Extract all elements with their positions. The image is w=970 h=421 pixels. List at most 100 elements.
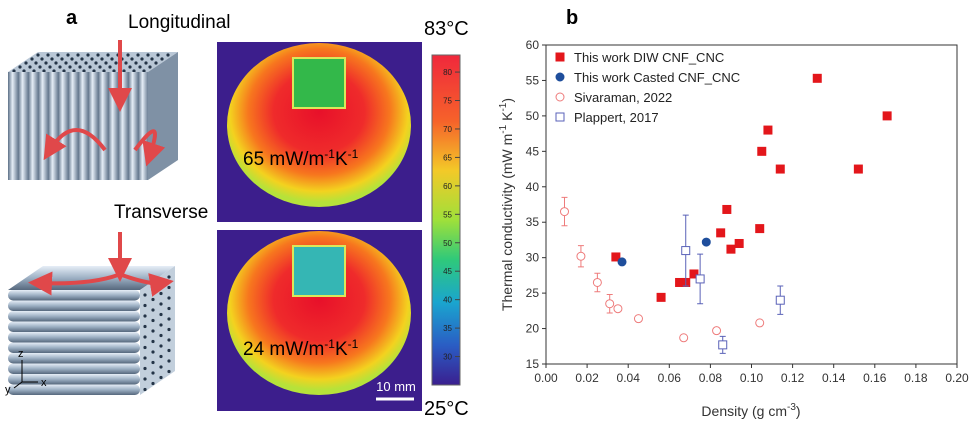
scale-bar-label: 10 mm [376, 379, 416, 394]
fiber-end [84, 61, 88, 65]
fiber-end [36, 53, 40, 57]
fiber-end [130, 57, 134, 61]
fiber-end [151, 381, 155, 386]
fiber [8, 290, 140, 301]
data-point [681, 246, 691, 256]
x-tick-label: 0.14 [822, 371, 846, 385]
fiber-end [151, 308, 155, 312]
data-point [679, 333, 689, 343]
colorbar-tick-label: 60 [443, 182, 452, 191]
fiber-end [151, 339, 155, 344]
fiber-end [22, 69, 26, 73]
fiber-end [160, 57, 164, 61]
orientation-title: Transverse [114, 202, 208, 223]
legend-marker [555, 72, 565, 82]
fiber-end [44, 61, 48, 65]
max-temperature: 83°C [424, 18, 469, 40]
fiber [8, 374, 140, 385]
y-tick-label: 45 [526, 144, 540, 158]
fiber-end [114, 61, 118, 65]
data-point [611, 252, 621, 262]
fiber-end [136, 53, 140, 57]
legend-label: Sivaraman, 2022 [574, 90, 672, 105]
fiber [8, 311, 140, 322]
fiber-end [72, 69, 76, 73]
fiber-end [46, 53, 50, 57]
fiber [28, 72, 38, 180]
fiber-end [159, 302, 163, 306]
data-point [882, 111, 892, 121]
fiber-end [143, 356, 147, 360]
fiber-end [151, 318, 155, 323]
fiber [138, 72, 148, 180]
label-part: K [335, 339, 348, 360]
fiber-end [94, 61, 98, 65]
data-point [755, 318, 765, 328]
fiber [8, 72, 18, 180]
colorbar-tick-label: 35 [443, 324, 452, 333]
fiber-end [151, 329, 155, 333]
label-part: K [335, 149, 348, 170]
label-part: -1 [348, 147, 359, 161]
heat-arrow [43, 128, 107, 161]
fiber-end [92, 69, 96, 73]
fiber [118, 72, 128, 180]
fiber-end [151, 360, 155, 365]
vertical-fiber-block [8, 52, 178, 180]
colorbar [431, 54, 461, 386]
y-tick-label: 30 [526, 251, 540, 265]
x-tick-label: 0.04 [617, 371, 641, 385]
fiber-end [124, 61, 128, 65]
x-tick-label: 0.08 [699, 371, 723, 385]
y-tick-label: 15 [526, 357, 540, 371]
legend-label: This work Casted CNF_CNC [574, 70, 740, 85]
fiber-end [76, 53, 80, 57]
fiber-end [166, 53, 170, 57]
data-point [617, 257, 627, 267]
fiber-end [167, 338, 171, 342]
colorbar-tick-label: 65 [443, 153, 452, 162]
fiber-end [68, 65, 72, 69]
data-point [559, 207, 569, 217]
fiber-end [159, 291, 163, 296]
data-point [718, 340, 728, 350]
label-part: -1 [324, 337, 335, 351]
fiber-end [132, 69, 136, 73]
heat-arrow [121, 273, 174, 297]
x-tick-label: 0.20 [945, 371, 969, 385]
fiber-end [167, 296, 171, 300]
fiber-end [159, 312, 163, 317]
data-point [633, 314, 643, 324]
label-part: -1 [498, 102, 509, 111]
thermal-image [217, 230, 422, 411]
fiber-end [167, 327, 171, 332]
fiber-end [28, 65, 32, 69]
x-tick-label: 0.06 [658, 371, 682, 385]
fiber-end [143, 324, 147, 329]
fiber-end [126, 53, 130, 57]
conductivity-label: 24 mW/m-1K-1 [243, 337, 359, 360]
fiber-end [167, 275, 171, 279]
colorbar-tick-label: 45 [443, 267, 452, 276]
data-point [716, 228, 726, 238]
min-temperature: 25°C [424, 398, 469, 420]
axis-letter: z [18, 348, 24, 360]
fiber-end [32, 69, 36, 73]
fiber-end [108, 65, 112, 69]
data-point [689, 269, 699, 279]
fiber-end [40, 57, 44, 61]
fiber [68, 72, 78, 180]
fiber-end [96, 53, 100, 57]
y-tick-label: 35 [526, 215, 540, 229]
fiber-end [143, 335, 147, 339]
fiber [8, 321, 140, 332]
fiber-end [70, 57, 74, 61]
fiber-end [12, 69, 16, 73]
x-tick-label: 0.00 [534, 371, 558, 385]
fiber-end [18, 65, 22, 69]
y-tick-label: 40 [526, 180, 540, 194]
fiber-end [42, 69, 46, 73]
data-point [592, 277, 602, 287]
fiber [8, 353, 140, 364]
fiber-end [143, 377, 147, 381]
